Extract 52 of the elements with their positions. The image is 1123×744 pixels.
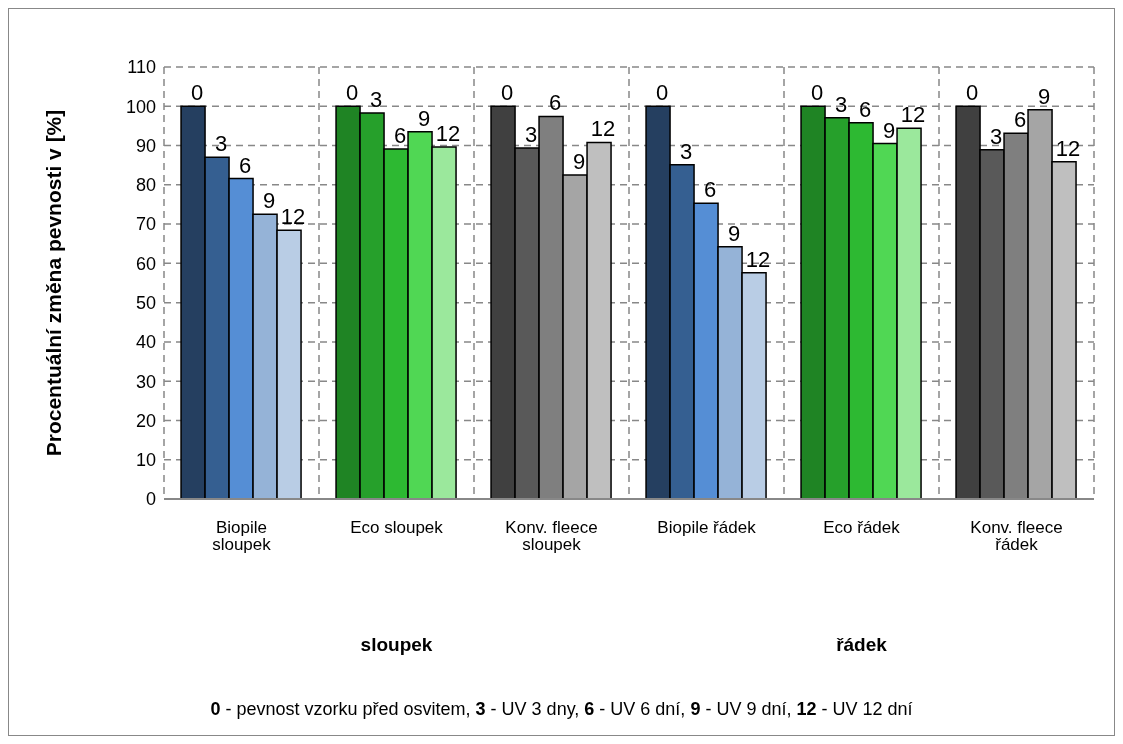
y-tick-label: 10	[135, 450, 156, 471]
y-tick-label: 30	[135, 371, 156, 392]
text: 9	[1037, 83, 1051, 109]
x-tick-label: Eco řádek	[823, 518, 901, 538]
y-tick-label: 50	[135, 293, 156, 314]
text: 9	[417, 105, 431, 131]
text: 3	[679, 138, 693, 164]
y-tick-label: 90	[135, 135, 156, 156]
x-tick-label: Konv. fleece řádek	[970, 518, 1063, 555]
text: 12	[745, 246, 771, 272]
text: 6	[548, 90, 562, 116]
text: 0	[810, 80, 824, 106]
text: 0 - pevnost vzorku před osvitem, 3 - UV 3 dny, 6 - UV 6 dní, 9 - UV 9 dní, 12 - UV 12 dní	[210, 699, 913, 719]
text: 9	[572, 149, 586, 174]
text: 0	[345, 80, 359, 106]
x-tick-label: Biopile sloupek	[212, 518, 272, 555]
text: 0	[500, 80, 514, 106]
x-tick-label: Eco sloupek	[350, 518, 444, 538]
text: 6	[858, 96, 872, 122]
y-tick-label: 0	[145, 489, 156, 510]
x-tick-label: Biopile řádek	[657, 518, 757, 538]
series-label: 0	[190, 80, 204, 106]
text: 3	[989, 123, 1003, 149]
text: 12	[435, 121, 461, 147]
text: sloupek	[359, 634, 434, 656]
text: 12	[1055, 135, 1081, 161]
y-tick-label: 60	[135, 253, 156, 274]
series-label: 9	[262, 188, 276, 214]
text: 6	[703, 177, 717, 203]
y-tick-label: 70	[135, 214, 156, 235]
text: 0	[965, 80, 979, 106]
text: 6	[393, 123, 407, 149]
text: 3	[524, 121, 538, 147]
series-label: 3	[214, 131, 228, 157]
series-label: 6	[238, 152, 252, 178]
y-tick-label: 40	[135, 332, 156, 353]
text: 3	[369, 86, 383, 112]
text: 12	[900, 102, 926, 128]
y-axis-title: Procentuální změna pevnosti v [%]	[42, 109, 66, 457]
text: 12	[590, 116, 616, 142]
text: 9	[882, 117, 896, 143]
y-tick-label: 80	[135, 175, 156, 196]
text: 9	[727, 220, 741, 246]
y-tick-label: 20	[135, 410, 156, 431]
text: 3	[834, 91, 848, 117]
x-tick-label: Konv. fleece sloupek	[505, 518, 598, 555]
series-label: 12	[280, 204, 306, 230]
y-tick-label: 110	[127, 57, 156, 78]
text: řádek	[835, 634, 888, 656]
text: 6	[1013, 107, 1027, 133]
text: 0	[655, 80, 669, 106]
y-tick-label: 100	[125, 96, 156, 117]
